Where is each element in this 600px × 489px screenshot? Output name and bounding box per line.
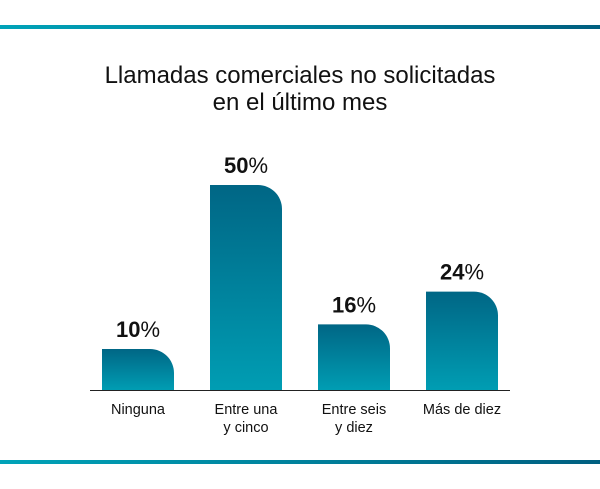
category-label-1: Ninguna — [110, 402, 165, 418]
data-label-1: 10% — [116, 317, 160, 342]
data-label-2: 50% — [224, 153, 268, 178]
category-label-3: Entre seis y diez — [321, 402, 387, 436]
category-label-4: Más de diez — [422, 402, 502, 418]
data-label-3: 16% — [332, 292, 376, 317]
top-rule — [0, 25, 600, 29]
category-label-2: Entre una y cinco — [214, 402, 278, 436]
bar-1 — [102, 349, 174, 390]
title-line-1: Llamadas comerciales no solicitadas — [104, 62, 496, 89]
bar-2 — [210, 185, 282, 390]
bar-3 — [318, 324, 390, 390]
bar-4 — [426, 291, 498, 390]
bottom-rule — [0, 460, 600, 464]
data-label-4: 24% — [440, 260, 484, 285]
chart-title: Llamadas comerciales no solicitadas en e… — [0, 62, 600, 116]
title-line-2: en el último mes — [212, 89, 388, 116]
